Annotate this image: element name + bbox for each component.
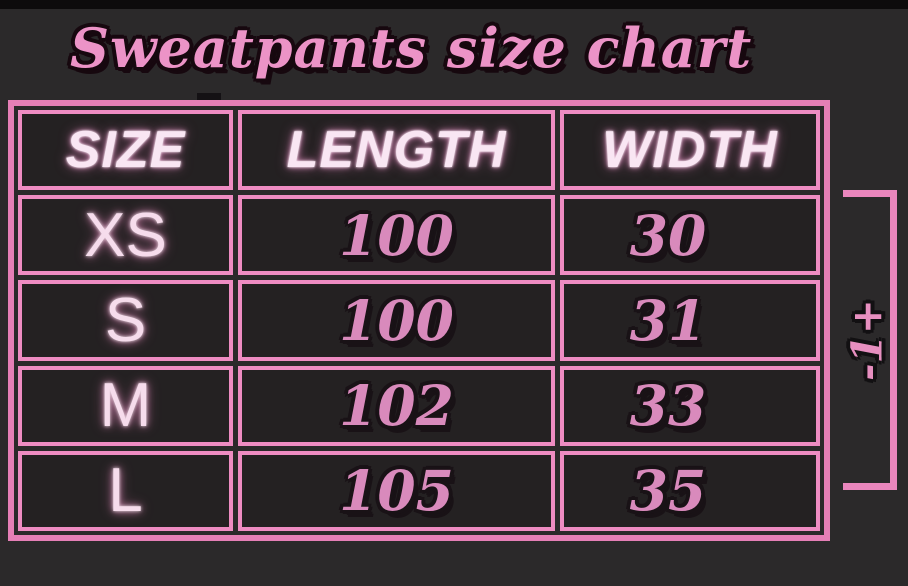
table-row-s-width-cell: 31 xyxy=(560,280,820,361)
table-row-s-length-cell: 100 xyxy=(238,280,555,361)
page-title: Sweatpants size chart xyxy=(70,16,753,80)
top-dark-strip xyxy=(0,0,908,9)
table-row-xs-width-cell: 30 xyxy=(560,195,820,276)
table-row-m-size-cell: M xyxy=(18,365,233,446)
size-chart-table: SIZE LENGTH WIDTH XS 100 30 S 100 31 M xyxy=(8,100,830,541)
size-label-s: S xyxy=(104,285,147,355)
width-value-m: 33 xyxy=(629,373,707,439)
header-cell-width: WIDTH xyxy=(560,110,820,191)
header-cell-size: SIZE xyxy=(18,110,233,191)
table-row-xs-size-cell: XS xyxy=(18,195,233,276)
table-row-m-width-cell: 33 xyxy=(560,365,820,446)
table-row-l-size-cell: L xyxy=(18,450,233,531)
size-label-l: L xyxy=(108,456,143,526)
size-label-xs: XS xyxy=(84,200,167,270)
header-cell-length: LENGTH xyxy=(238,110,555,191)
table-row-xs-length-cell: 100 xyxy=(238,195,555,276)
length-value-l: 105 xyxy=(339,458,454,524)
header-label-length: LENGTH xyxy=(286,121,507,180)
photo-artifact-mark xyxy=(197,93,221,104)
width-value-s: 31 xyxy=(629,287,707,353)
table-row-m-length-cell: 102 xyxy=(238,365,555,446)
header-label-size: SIZE xyxy=(65,121,186,180)
tolerance-bracket-label: -1+ xyxy=(842,299,891,381)
table-row-l-length-cell: 105 xyxy=(238,450,555,531)
length-value-s: 100 xyxy=(339,287,454,353)
width-value-l: 35 xyxy=(629,458,707,524)
length-value-m: 102 xyxy=(339,373,454,439)
table-row-l-width-cell: 35 xyxy=(560,450,820,531)
size-label-m: M xyxy=(99,371,152,441)
table-row-s-size-cell: S xyxy=(18,280,233,361)
header-label-width: WIDTH xyxy=(602,121,778,180)
tolerance-bracket: -1+ xyxy=(842,190,897,490)
width-value-xs: 30 xyxy=(629,202,707,268)
length-value-xs: 100 xyxy=(339,202,454,268)
